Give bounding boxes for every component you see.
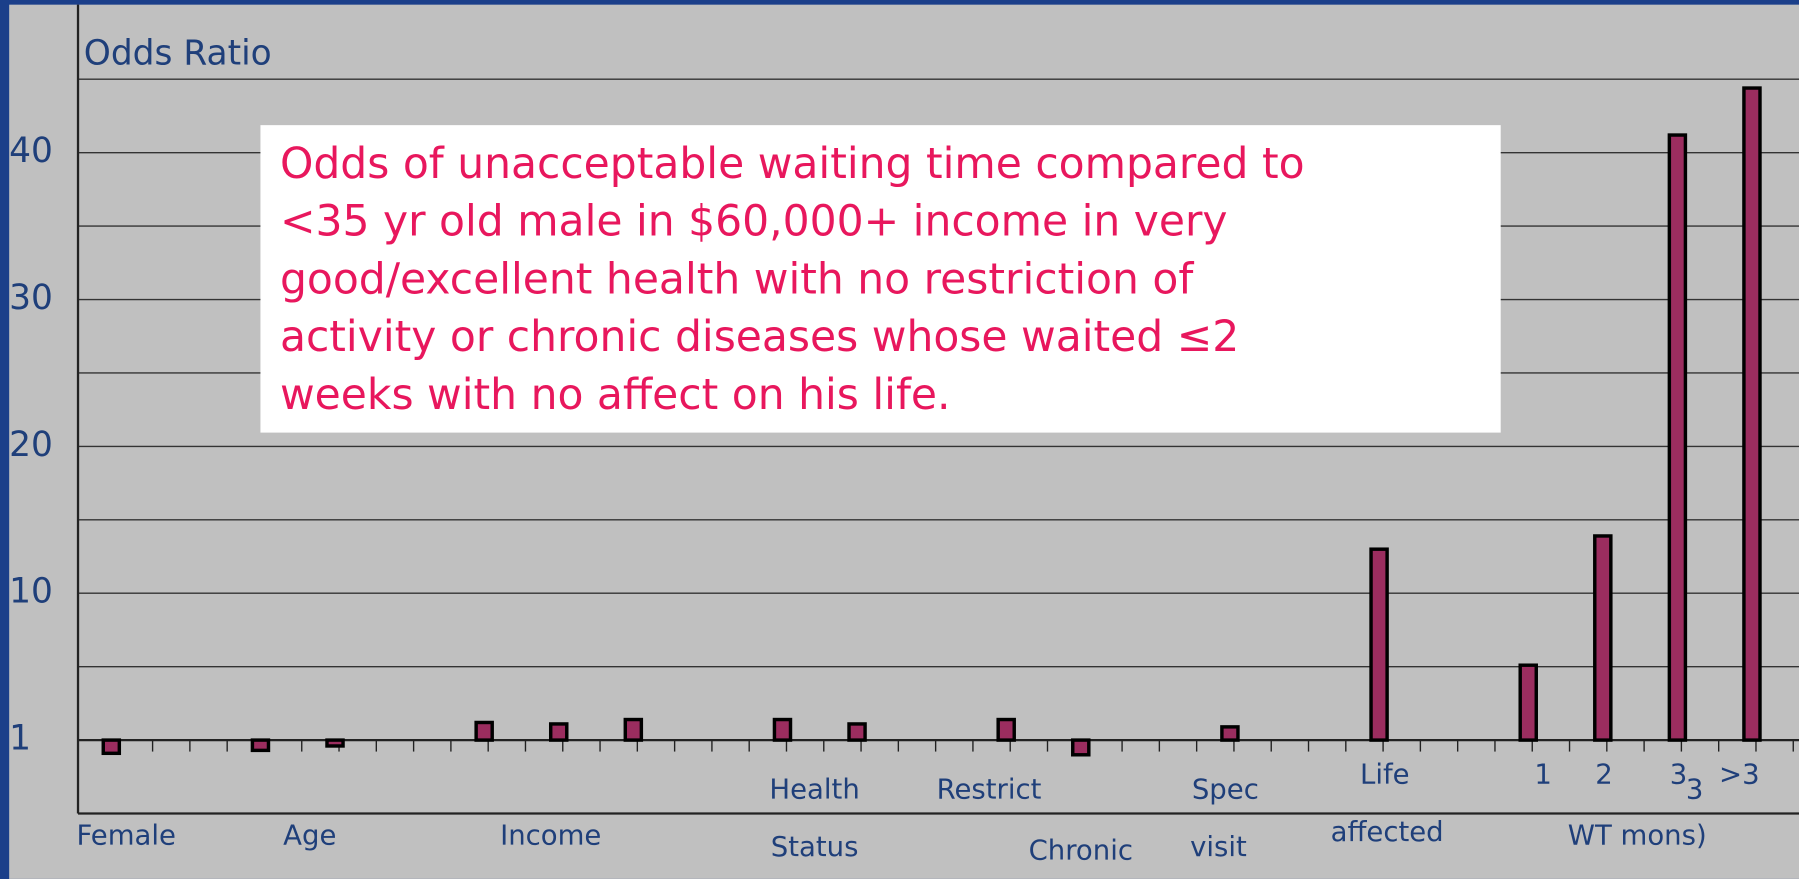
x-tick-label: 2 [1595, 759, 1613, 791]
x-tick-label: >3 [1719, 759, 1760, 791]
bar [996, 717, 1016, 742]
x-group-label: WT mons) [1568, 819, 1707, 851]
y-tick-label: 30 [9, 278, 53, 318]
x-tick-label: Spec visit [1190, 774, 1259, 863]
x-subscript: 3 [1686, 774, 1704, 806]
y-tick-label: 40 [9, 131, 53, 171]
bar [623, 717, 644, 742]
annotation-line: activity or chronic diseases whose waite… [280, 313, 1239, 362]
annotation-box [260, 125, 1501, 433]
bar [250, 738, 271, 753]
bar [1369, 547, 1389, 742]
annotation-line: Odds of unacceptable waiting time compar… [280, 140, 1305, 189]
x-tick-label: Age [283, 819, 336, 851]
annotation-line: good/excellent health with no restrictio… [280, 255, 1194, 304]
bar [772, 717, 793, 742]
bar [548, 722, 569, 742]
bar [474, 720, 494, 742]
bar [1518, 663, 1538, 742]
y-axis-label: Odds Ratio [84, 34, 272, 74]
bar [1220, 725, 1240, 742]
bar [325, 738, 345, 748]
bar [1593, 534, 1613, 742]
bar [101, 738, 122, 756]
bar [1742, 86, 1762, 742]
x-tick-label: Restrict [937, 774, 1042, 806]
x-tick-label: Income [500, 819, 601, 851]
y-tick-label: 20 [9, 425, 53, 465]
y-tick-label: 10 [9, 572, 53, 612]
x-tick-label: Life affected [1331, 759, 1444, 848]
x-tick-label: Chronic [1029, 834, 1133, 866]
bar [1071, 738, 1091, 757]
annotation-line: weeks with no affect on his life. [280, 371, 951, 420]
annotation-line: <35 yr old male in $60,000+ income in ve… [280, 198, 1228, 247]
x-tick-label: 1 [1534, 759, 1552, 791]
y-tick-label: 1 [9, 719, 31, 759]
x-tick-label: Female [76, 819, 176, 851]
bar [847, 722, 867, 742]
x-tick-label: 3 [1670, 759, 1688, 791]
bar [1667, 133, 1688, 742]
x-tick-label: Health Status [769, 774, 859, 863]
